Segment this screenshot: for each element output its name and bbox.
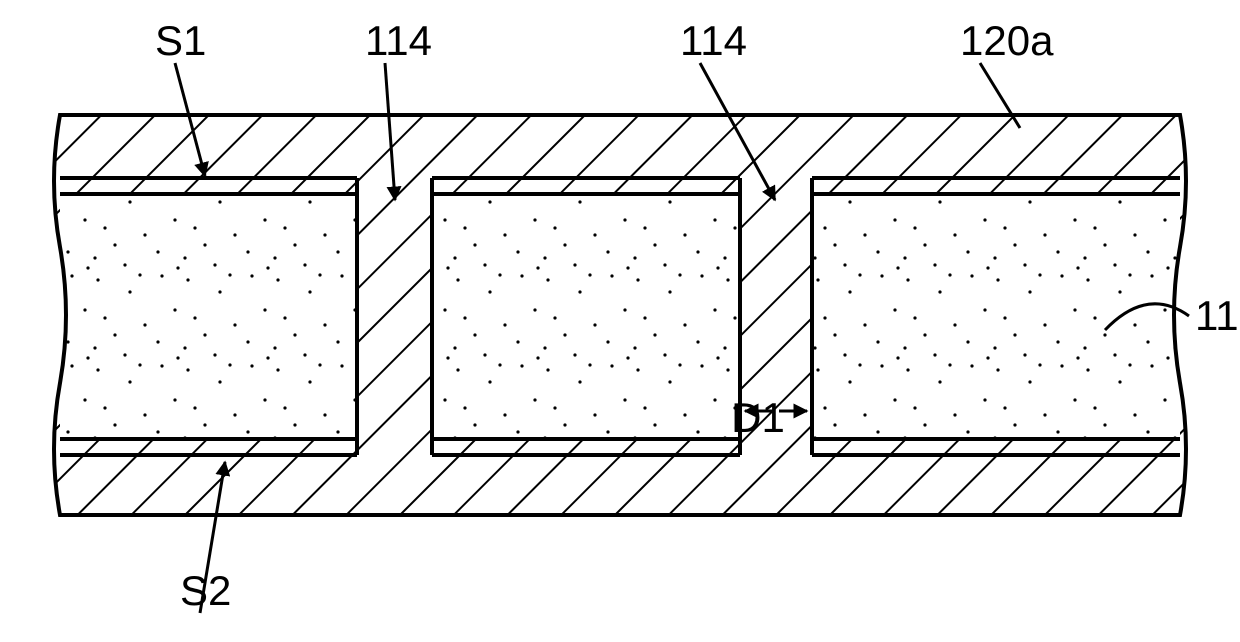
label-text-114b: 114 [680,17,747,64]
thin-layer-top [432,178,740,194]
label-text-S2: S2 [180,567,231,614]
substrate-110 [432,194,740,439]
thin-layer-top [812,178,1180,194]
substrate-110 [812,194,1180,439]
label-text-D1: D1 [731,394,785,441]
thin-layer-top [60,178,357,194]
label-text-114a: 114 [365,17,432,64]
label-120a: 120a [960,17,1054,128]
label-text-110: 110 [1195,292,1240,339]
substrate-110 [60,194,357,439]
thin-layer-bottom [60,439,357,455]
label-text-S1: S1 [155,17,206,64]
thin-layer-bottom [432,439,740,455]
thin-layer-bottom [812,439,1180,455]
label-text-120a: 120a [960,17,1054,64]
